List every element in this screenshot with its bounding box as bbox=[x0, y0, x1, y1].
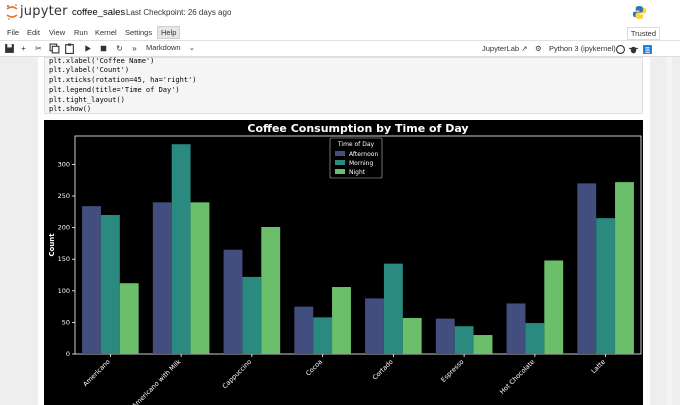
menu-edit[interactable]: Edit bbox=[27, 28, 40, 37]
stop-icon[interactable] bbox=[98, 43, 109, 54]
legend-swatch bbox=[335, 160, 345, 165]
code-cell[interactable]: plt.xlabel('Coffee Name') plt.ylabel('Co… bbox=[44, 57, 643, 114]
jupyter-logo[interactable]: jupyter bbox=[6, 3, 68, 21]
code-line: plt.ylabel('Count') bbox=[49, 66, 130, 74]
trusted-badge[interactable]: Trusted bbox=[626, 27, 660, 40]
bar bbox=[577, 183, 597, 354]
bar bbox=[152, 202, 172, 354]
chart-title: Coffee Consumption by Time of Day bbox=[247, 122, 468, 135]
x-tick-label: Cocoa bbox=[304, 358, 324, 378]
bar bbox=[261, 226, 281, 354]
cell-type-select[interactable]: Markdown ⌄ bbox=[146, 43, 195, 52]
menu-settings[interactable]: Settings bbox=[125, 28, 153, 37]
jupyter-logo-icon bbox=[6, 4, 18, 20]
chart-output: Coffee Consumption by Time of Day 0 50 100 1… bbox=[44, 120, 643, 405]
legend-swatch bbox=[335, 151, 345, 156]
chevron-down-icon: ⌄ bbox=[188, 43, 195, 52]
menu-help[interactable]: Help bbox=[157, 26, 181, 39]
menu-file[interactable]: File bbox=[7, 28, 20, 37]
jupyter-logo-text: jupyter bbox=[20, 4, 68, 19]
bug-icon[interactable] bbox=[628, 44, 639, 55]
bar bbox=[596, 218, 616, 354]
notebook-title[interactable]: coffee_sales bbox=[72, 7, 126, 18]
legend-label: Afternoon bbox=[349, 151, 378, 158]
y-tick-label: 0 bbox=[66, 350, 70, 358]
bar bbox=[435, 318, 455, 354]
notebook-toolbar: + ✂ ↻ » Markdown ⌄ JupyterLab ↗ ⚙ Python… bbox=[0, 41, 680, 57]
bar bbox=[242, 276, 262, 354]
y-tick-label: 50 bbox=[62, 318, 70, 326]
legend-label: Morning bbox=[349, 160, 373, 167]
bar bbox=[525, 323, 545, 354]
bar bbox=[100, 214, 120, 354]
x-tick-label: Americano bbox=[81, 358, 111, 388]
y-tick-label: 150 bbox=[58, 255, 70, 263]
save-icon[interactable] bbox=[4, 43, 15, 54]
kernel-name[interactable]: Python 3 (ipykernel) bbox=[549, 44, 616, 53]
bar bbox=[383, 263, 403, 354]
bar bbox=[171, 144, 191, 354]
bar bbox=[294, 306, 314, 354]
bar bbox=[402, 317, 422, 354]
restart-icon[interactable]: ↻ bbox=[116, 44, 123, 53]
legend-box bbox=[329, 137, 383, 179]
y-tick-label: 100 bbox=[58, 287, 70, 295]
add-cell-icon[interactable]: + bbox=[21, 44, 26, 53]
bar bbox=[473, 335, 493, 354]
x-tick-label: Hot Chocolate bbox=[498, 358, 536, 396]
bar bbox=[119, 283, 139, 354]
plot-frame bbox=[74, 135, 642, 355]
property-inspector-icon[interactable] bbox=[642, 44, 653, 55]
cell-type-value: Markdown bbox=[146, 43, 181, 52]
external-link-icon: ↗ bbox=[521, 44, 528, 53]
menu-bar: File Edit View Run Kernel Settings Help … bbox=[0, 25, 680, 41]
menu-view[interactable]: View bbox=[49, 28, 66, 37]
jupyterlab-link-label: JupyterLab bbox=[482, 44, 520, 53]
scrollbar[interactable] bbox=[666, 57, 672, 405]
code-line: plt.legend(title='Time of Day') bbox=[49, 86, 180, 94]
x-tick-label: Americano with Milk bbox=[130, 358, 182, 405]
x-tick-label: Espresso bbox=[439, 358, 465, 384]
bar bbox=[332, 287, 351, 354]
menu-run[interactable]: Run bbox=[74, 28, 88, 37]
menu-kernel[interactable]: Kernel bbox=[95, 28, 117, 37]
bar bbox=[313, 317, 333, 354]
x-tick-label: Cappuccino bbox=[221, 358, 254, 391]
legend-label: Night bbox=[349, 169, 366, 176]
x-tick-label: Latte bbox=[590, 358, 607, 375]
fast-forward-icon[interactable]: » bbox=[132, 44, 137, 53]
bar bbox=[544, 260, 564, 354]
x-tick-label: Cortado bbox=[371, 358, 395, 382]
bar bbox=[190, 202, 210, 354]
y-axis-label: Count bbox=[48, 233, 56, 257]
y-tick-label: 250 bbox=[58, 192, 70, 200]
y-tick-label: 300 bbox=[58, 160, 70, 168]
python-logo-icon bbox=[632, 5, 647, 20]
kernel-status-icon bbox=[615, 44, 626, 55]
bar bbox=[365, 298, 384, 354]
code-line: plt.tight_layout() bbox=[49, 96, 125, 104]
code-line: plt.xlabel('Coffee Name') bbox=[49, 57, 155, 65]
code-line: plt.show() bbox=[49, 105, 92, 113]
bar bbox=[223, 249, 243, 354]
legend-title: Time of Day bbox=[337, 141, 375, 148]
notebook-header: jupyter coffee_sales Last Checkpoint: 26… bbox=[0, 0, 680, 25]
bar bbox=[454, 326, 474, 354]
copy-icon[interactable] bbox=[49, 43, 60, 54]
bar bbox=[82, 206, 101, 354]
legend-swatch bbox=[335, 169, 345, 174]
run-icon[interactable] bbox=[82, 43, 93, 54]
jupyterlab-link[interactable]: JupyterLab ↗ bbox=[482, 44, 528, 53]
code-line: plt.xticks(rotation=45, ha='right') bbox=[49, 76, 197, 84]
bar-chart: Coffee Consumption by Time of Day 0 50 100 1… bbox=[48, 122, 642, 405]
bar bbox=[615, 182, 634, 354]
gear-icon[interactable]: ⚙ bbox=[535, 44, 542, 53]
cut-icon[interactable]: ✂ bbox=[35, 44, 42, 53]
y-tick-label: 200 bbox=[58, 224, 70, 232]
checkpoint-status: Last Checkpoint: 26 days ago bbox=[126, 8, 232, 17]
bar bbox=[506, 303, 526, 354]
paste-icon[interactable] bbox=[64, 43, 75, 54]
